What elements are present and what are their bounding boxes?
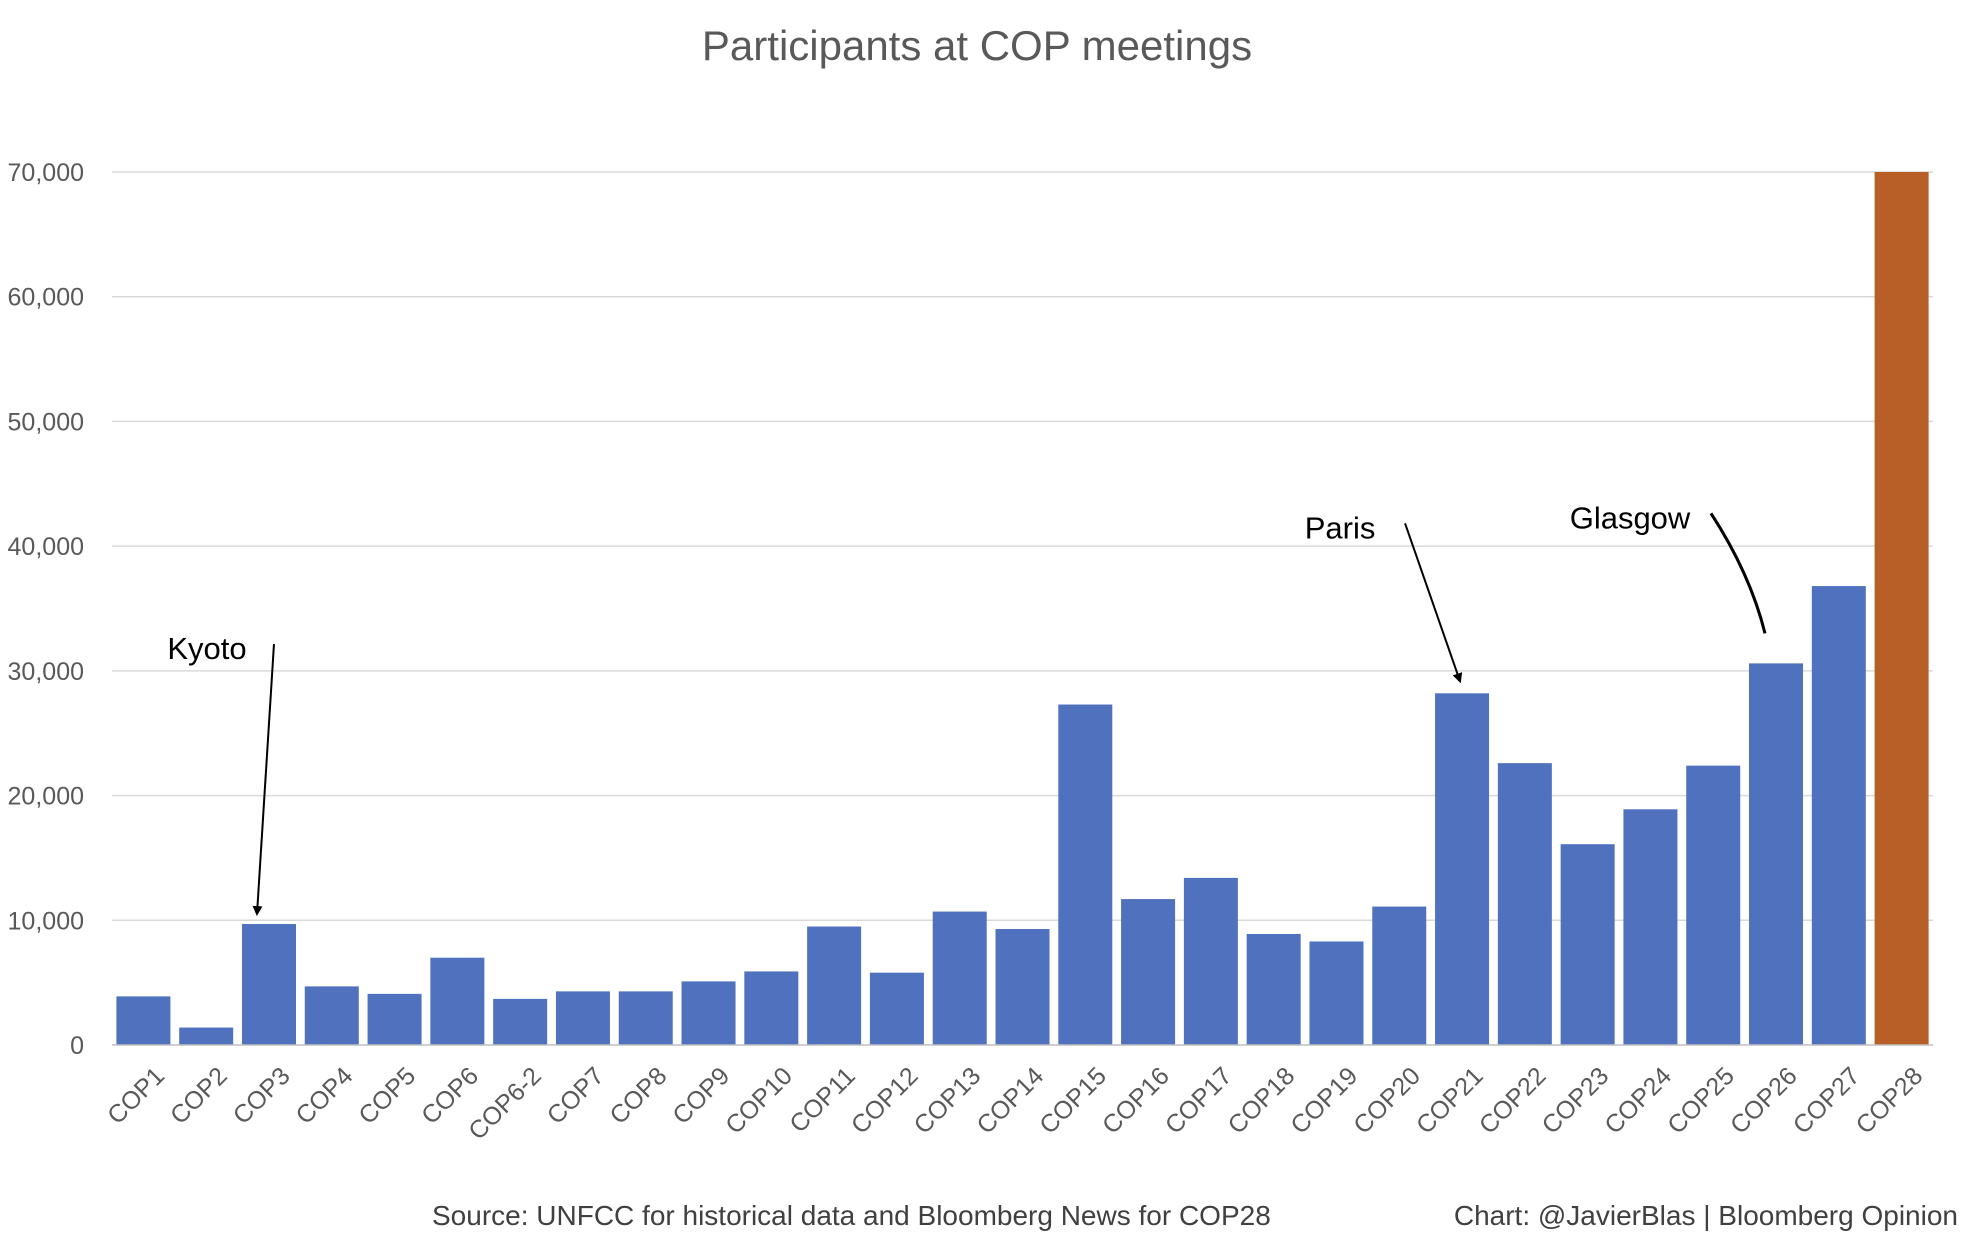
- bars: [116, 172, 1929, 1045]
- bar: [681, 981, 736, 1045]
- bar: [995, 929, 1050, 1045]
- y-tick-label: 40,000: [8, 533, 84, 561]
- x-tick-label: COP4: [291, 1062, 359, 1130]
- y-tick-label: 30,000: [8, 658, 84, 686]
- x-tick-label: COP8: [604, 1062, 672, 1130]
- bar: [1435, 693, 1490, 1045]
- x-tick-label: COP15: [1034, 1062, 1112, 1140]
- bar: [1246, 934, 1301, 1045]
- bar: [1623, 809, 1678, 1045]
- x-tick-label: COP18: [1223, 1062, 1301, 1140]
- bar: [869, 972, 924, 1045]
- bar: [1058, 704, 1113, 1045]
- x-tick-label: COP22: [1474, 1062, 1552, 1140]
- x-tick-label: COP10: [720, 1062, 798, 1140]
- x-tick-label: COP2: [165, 1062, 233, 1130]
- y-tick-label: 20,000: [8, 783, 84, 811]
- x-tick-label: COP7: [542, 1062, 610, 1130]
- y-tick-label: 50,000: [8, 408, 84, 436]
- annotation-arrow: [252, 643, 275, 917]
- x-tick-label: COP23: [1537, 1062, 1615, 1140]
- bar: [1560, 844, 1615, 1045]
- chart-credit: Chart: @JavierBlas | Bloomberg Opinion: [1453, 1200, 1958, 1231]
- bar: [1372, 906, 1427, 1045]
- y-tick-label: 0: [70, 1032, 84, 1060]
- y-axis-ticks: 0 10,000 20,000 30,000 40,000 50,000 60,000 70,…: [8, 159, 84, 1060]
- bar: [744, 971, 799, 1045]
- bar: [1686, 765, 1741, 1045]
- x-tick-label: COP28: [1851, 1062, 1929, 1140]
- x-tick-label: COP14: [971, 1062, 1049, 1140]
- x-tick-label: COP19: [1285, 1062, 1363, 1140]
- x-tick-label: COP24: [1599, 1062, 1677, 1140]
- source-note: Source: UNFCC for historical data and Bl…: [432, 1200, 1271, 1231]
- bar: [367, 993, 422, 1045]
- bar: [1749, 663, 1804, 1045]
- bar: [1874, 172, 1929, 1045]
- bar: [1121, 899, 1176, 1045]
- bar: [430, 957, 485, 1045]
- bar: [241, 924, 296, 1045]
- annotation-label: Glasgow: [1570, 500, 1691, 535]
- x-tick-label: COP12: [846, 1062, 924, 1140]
- x-tick-label: COP17: [1160, 1062, 1238, 1140]
- chart-title: Participants at COP meetings: [702, 22, 1252, 69]
- x-tick-label: COP16: [1097, 1062, 1175, 1140]
- x-tick-label: COP3: [228, 1062, 296, 1130]
- bar: [807, 926, 862, 1045]
- annotation-arrow: [1404, 522, 1463, 684]
- x-tick-label: COP5: [353, 1062, 421, 1130]
- x-tick-label: COP13: [909, 1062, 987, 1140]
- bar: [1497, 763, 1552, 1045]
- bar: [304, 986, 359, 1045]
- x-tick-label: COP27: [1788, 1062, 1866, 1140]
- x-tick-label: COP20: [1348, 1062, 1426, 1140]
- x-tick-label: COP1: [102, 1062, 170, 1130]
- bar: [1183, 877, 1238, 1045]
- x-tick-label: COP25: [1662, 1062, 1740, 1140]
- bar: [932, 911, 987, 1045]
- y-tick-label: 10,000: [8, 907, 84, 935]
- annotation-arrow: [1709, 512, 1767, 634]
- y-tick-label: 60,000: [8, 284, 84, 312]
- x-tick-label: COP21: [1411, 1062, 1489, 1140]
- x-tick-label: COP26: [1725, 1062, 1803, 1140]
- bar: [1309, 941, 1364, 1045]
- bar: [493, 998, 548, 1045]
- annotation-label: Paris: [1305, 510, 1376, 545]
- x-tick-label: COP11: [784, 1062, 860, 1138]
- bar: [618, 991, 673, 1045]
- gridlines: [112, 171, 1933, 922]
- bar: [555, 991, 610, 1045]
- annotation-label: Kyoto: [167, 631, 246, 666]
- annotations: Kyoto Paris Glasgow: [167, 500, 1767, 917]
- y-tick-label: 70,000: [8, 159, 84, 187]
- bar: [179, 1027, 234, 1045]
- bar: [1811, 586, 1866, 1045]
- x-axis-tick-labels: COP1COP2COP3COP4COP5COP6COP6-2COP7COP8CO…: [102, 1062, 1928, 1146]
- bar: [116, 996, 171, 1045]
